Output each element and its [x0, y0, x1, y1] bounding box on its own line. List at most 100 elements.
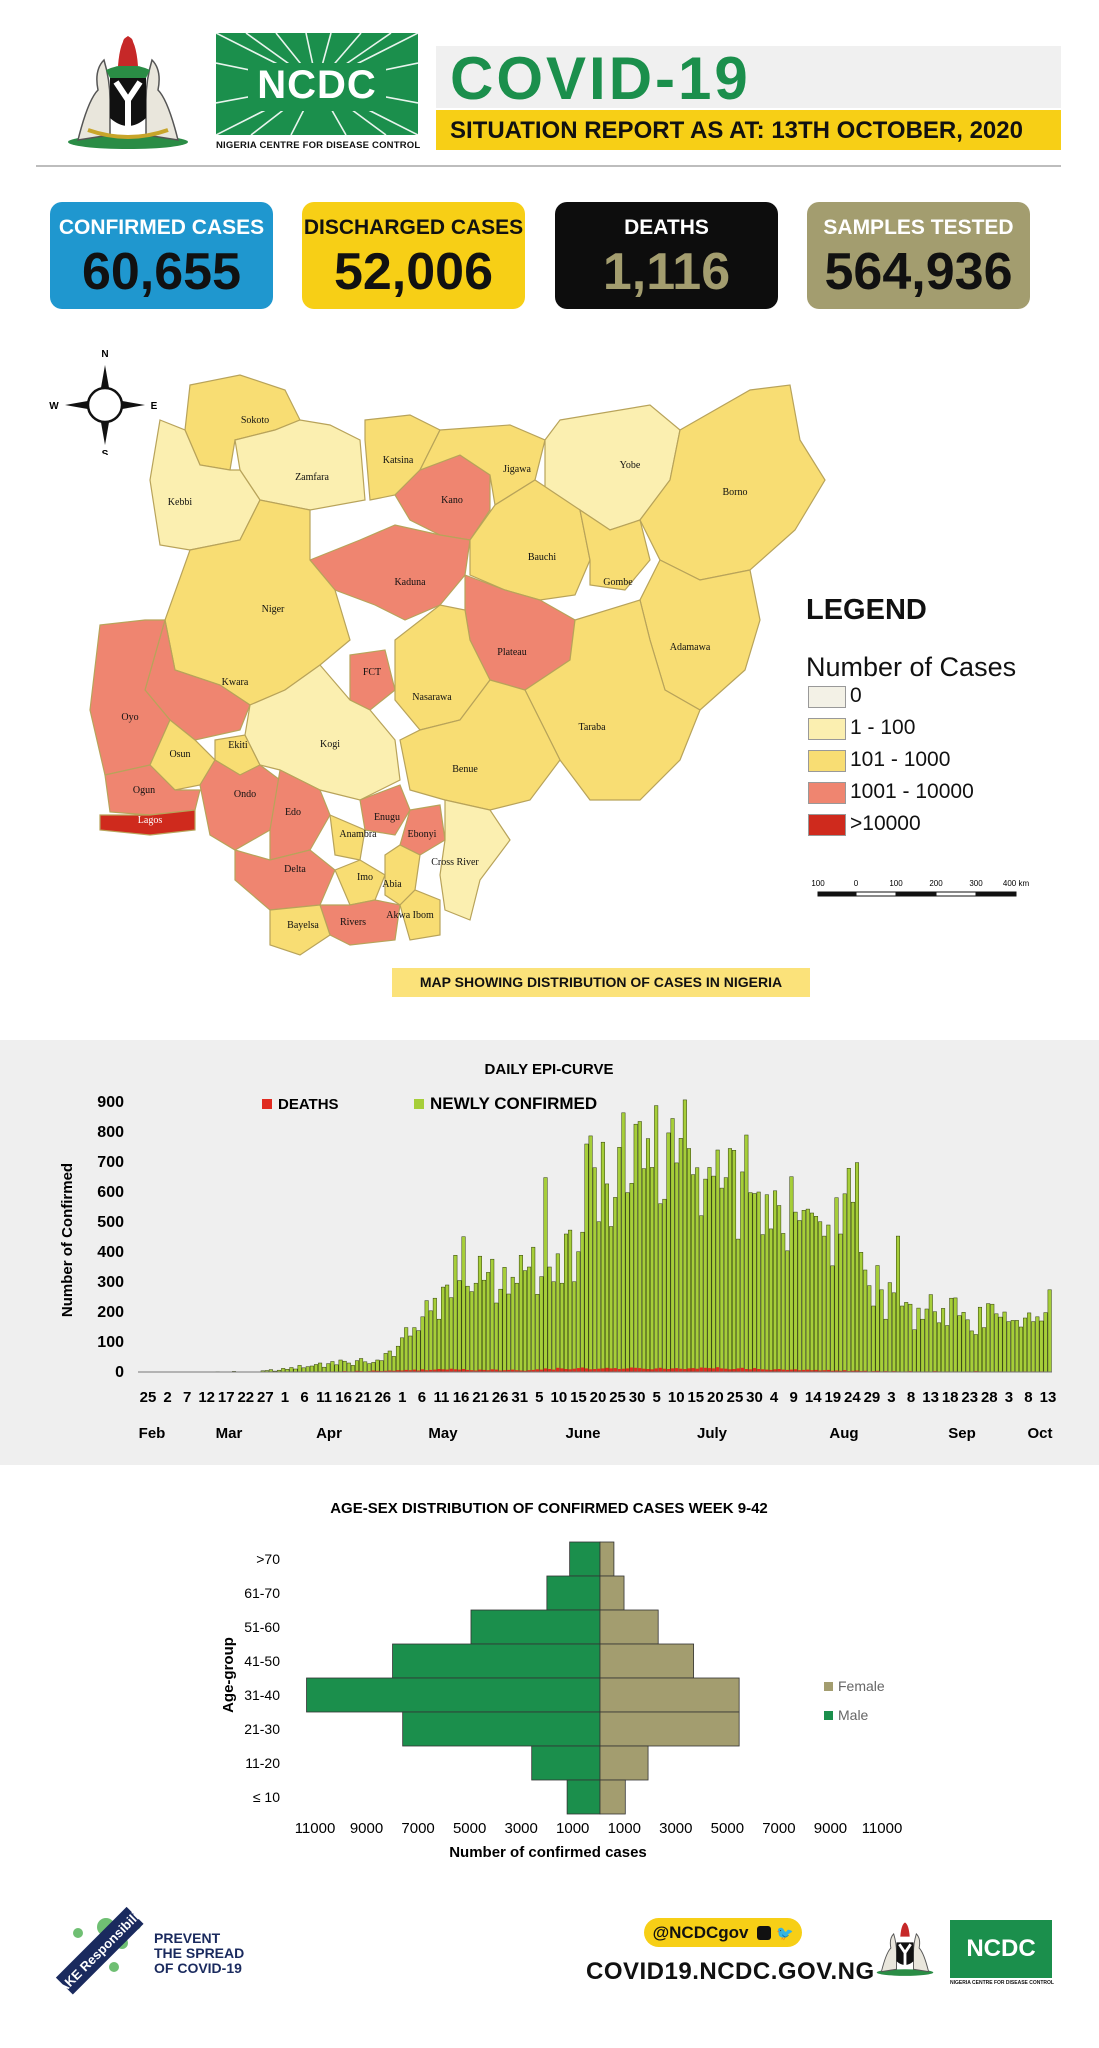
- epi-bar-confirmed: [969, 1330, 974, 1373]
- pyramid-x-tick-label: 11000: [862, 1820, 903, 1837]
- state-label-kogi: Kogi: [320, 739, 340, 750]
- epi-bar-death: [707, 1368, 712, 1372]
- epi-bar-confirmed: [740, 1171, 745, 1373]
- scale-tick-label: 100: [889, 879, 903, 888]
- epi-bar-death: [490, 1369, 494, 1372]
- stat-label: SAMPLES TESTED: [823, 216, 1014, 239]
- epi-bar-confirmed: [645, 1138, 650, 1373]
- epi-bar-confirmed: [736, 1238, 741, 1373]
- epi-month-label: Oct: [1027, 1425, 1052, 1442]
- epi-bar-death: [461, 1369, 466, 1372]
- epi-bar-confirmed: [822, 1235, 827, 1373]
- pyramid-x-tick-label: 7000: [401, 1820, 434, 1837]
- epi-x-tick-label: 15: [570, 1389, 587, 1406]
- epi-bar-confirmed: [633, 1123, 638, 1373]
- epi-x-tick-label: 30: [629, 1389, 646, 1406]
- epi-month-label: Sep: [948, 1425, 976, 1442]
- epi-bar-confirmed: [1006, 1321, 1011, 1373]
- scale-segment: [817, 891, 857, 897]
- epi-bar-confirmed: [391, 1356, 396, 1373]
- epi-bar-death: [703, 1367, 708, 1372]
- epi-month-label: Apr: [316, 1425, 342, 1442]
- epi-bar-confirmed: [387, 1350, 392, 1373]
- state-labels: Sokoto Zamfara Kebbi Katsina Kano Jigawa Yobe B…: [121, 415, 747, 931]
- epi-bar-confirmed: [375, 1359, 380, 1373]
- compass-w: W: [49, 401, 59, 412]
- epi-x-tick-label: 3: [887, 1389, 895, 1406]
- ncdc-logo-small: NCDC: [950, 1920, 1052, 1978]
- state-delta: [234, 849, 336, 911]
- scale-tick-label: 0: [854, 879, 859, 888]
- epi-bar-confirmed: [482, 1279, 487, 1373]
- pyramid-bar-female: [599, 1575, 625, 1611]
- epi-x-tick-label: 23: [961, 1389, 978, 1406]
- legend-title: LEGEND: [806, 594, 927, 626]
- epi-bar-confirmed: [514, 1282, 519, 1373]
- epi-bar-confirmed: [1023, 1317, 1028, 1373]
- compass-icon: N S W E: [49, 349, 157, 455]
- state-label-fct: FCT: [363, 667, 381, 678]
- epi-x-tick-label: 20: [590, 1389, 607, 1406]
- pyramid-bar-male: [306, 1677, 601, 1713]
- epi-bar-confirmed: [592, 1167, 597, 1373]
- epi-bar-death: [592, 1369, 597, 1372]
- epi-bar-death: [465, 1369, 470, 1372]
- epi-bar-death: [842, 1370, 847, 1372]
- scale-tick-label: 400 km: [1003, 879, 1030, 888]
- state-label-kano: Kano: [441, 495, 463, 506]
- epi-bar-confirmed: [281, 1368, 286, 1373]
- pyramid-bar-male: [531, 1745, 601, 1781]
- state-bauchi: [469, 479, 591, 601]
- epi-bar-confirmed: [539, 1276, 544, 1373]
- epi-bar-confirmed: [703, 1178, 708, 1373]
- social-handle[interactable]: @NCDCgov 🐦: [644, 1918, 802, 1947]
- epi-bar-confirmed: [441, 1286, 446, 1373]
- epi-bar-death: [424, 1370, 429, 1372]
- website-link[interactable]: COVID19.NCDC.GOV.NG: [586, 1958, 875, 1985]
- epi-bar-confirmed: [404, 1327, 409, 1373]
- epi-bar-confirmed: [707, 1167, 712, 1373]
- epi-bar-death: [416, 1370, 421, 1372]
- epi-bar-death: [654, 1368, 658, 1372]
- facebook-icon[interactable]: [757, 1926, 772, 1940]
- state-label-adamawa: Adamawa: [670, 642, 711, 653]
- discharged-cases-card: DISCHARGED CASES 52,006: [302, 202, 525, 309]
- epi-bar-confirmed: [490, 1258, 495, 1373]
- epi-bar-confirmed: [486, 1272, 491, 1373]
- epi-y-tick-label: 300: [97, 1274, 124, 1291]
- epi-bar-death: [510, 1369, 515, 1372]
- epi-bar-confirmed: [1014, 1320, 1019, 1373]
- epi-bar-death: [572, 1368, 576, 1372]
- handle-text: @NCDCgov: [652, 1923, 749, 1942]
- epi-bar-confirmed: [580, 1231, 585, 1373]
- pyramid-legend-label: Female: [838, 1678, 885, 1694]
- epi-bar-confirmed: [756, 1191, 761, 1373]
- pyramid-x-axis-label: Number of confirmed cases: [449, 1844, 647, 1861]
- epi-bar-death: [658, 1367, 663, 1372]
- epi-bar-death: [560, 1368, 564, 1372]
- epi-bar-confirmed: [613, 1197, 618, 1373]
- epi-bar-death: [818, 1370, 822, 1372]
- epi-bar-death: [597, 1368, 601, 1372]
- epi-bar-confirmed: [801, 1210, 806, 1373]
- legend-swatch: [808, 718, 846, 740]
- epi-bar-confirmed: [973, 1334, 978, 1373]
- state-label-bauchi: Bauchi: [528, 552, 557, 563]
- epi-bar-confirmed: [727, 1148, 732, 1373]
- prevent-spread-text: PREVENT THE SPREAD OF COVID-19: [154, 1931, 244, 1976]
- epi-bar-confirmed: [777, 1205, 782, 1373]
- epi-bar-confirmed: [965, 1319, 970, 1373]
- twitter-icon[interactable]: 🐦: [775, 1925, 794, 1941]
- epi-bar-confirmed: [395, 1345, 400, 1373]
- epi-bar-death: [457, 1369, 462, 1372]
- epi-bar-confirmed: [641, 1168, 646, 1373]
- epi-bar-confirmed: [604, 1183, 609, 1373]
- epi-bar-confirmed: [850, 1201, 855, 1373]
- pyramid-bar-female: [599, 1643, 695, 1679]
- epi-chart-title: DAILY EPI-CURVE: [485, 1061, 614, 1078]
- state-label-katsina: Katsina: [383, 455, 414, 466]
- page-title: COVID-19: [450, 45, 751, 112]
- compass-s: S: [102, 449, 109, 455]
- epi-bar-death: [797, 1370, 802, 1372]
- epi-bar-confirmed: [408, 1335, 413, 1373]
